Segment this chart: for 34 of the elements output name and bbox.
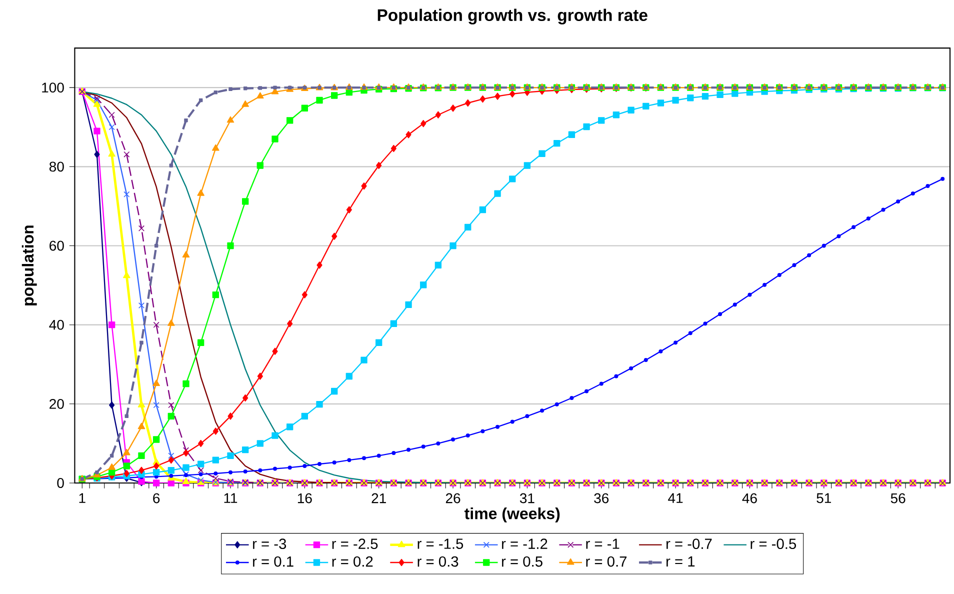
y-tick-label: 20 — [50, 399, 64, 410]
x-tick-label: 51 — [816, 493, 831, 504]
x-tick-label: 1 — [79, 493, 86, 504]
x-tick-label: 16 — [298, 493, 312, 504]
legend-label: r = -3 — [253, 538, 286, 550]
legend-label: r = 0.3 — [418, 556, 458, 567]
legend-label: r = -0.7 — [666, 538, 712, 550]
x-tick-label: 46 — [742, 493, 757, 504]
legend-label: r = 0.7 — [586, 556, 627, 567]
x-tick-label: 21 — [372, 493, 386, 504]
legend-label: r = -0.5 — [750, 538, 796, 550]
x-tick-label: 26 — [446, 493, 460, 504]
x-tick-label: 56 — [890, 493, 906, 504]
x-tick-label: 11 — [224, 493, 238, 504]
legend-label: r = 0.5 — [502, 556, 542, 567]
y-tick-label: 100 — [42, 82, 64, 93]
chart-title: Population growth vs. growth rate — [378, 8, 648, 25]
legend-label: r = -1.5 — [418, 538, 464, 550]
y-tick-label: 0 — [57, 478, 64, 488]
y-tick-label: 40 — [49, 320, 64, 330]
legend-label: r = -1.2 — [502, 538, 548, 550]
legend-label: r = 1 — [666, 556, 695, 567]
y-axis-title: population — [22, 226, 37, 306]
x-tick-label: 6 — [153, 493, 160, 504]
y-tick-label: 60 — [50, 240, 64, 251]
x-tick-label: 41 — [668, 493, 683, 504]
legend-label: r = -1 — [586, 538, 620, 549]
x-tick-label: 36 — [594, 493, 609, 504]
y-tick-label: 80 — [49, 162, 64, 172]
legend-label: r = 0.2 — [332, 556, 373, 567]
x-axis-title: time (weeks) — [464, 508, 560, 523]
legend-label: r = -2.5 — [332, 538, 378, 550]
legend-label: r = 0.1 — [253, 556, 294, 567]
x-tick-label: 31 — [520, 493, 534, 504]
